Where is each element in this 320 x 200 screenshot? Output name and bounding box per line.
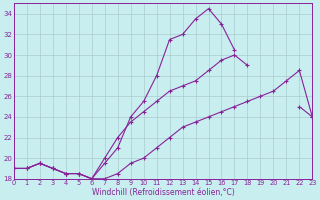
X-axis label: Windchill (Refroidissement éolien,°C): Windchill (Refroidissement éolien,°C) (92, 188, 235, 197)
